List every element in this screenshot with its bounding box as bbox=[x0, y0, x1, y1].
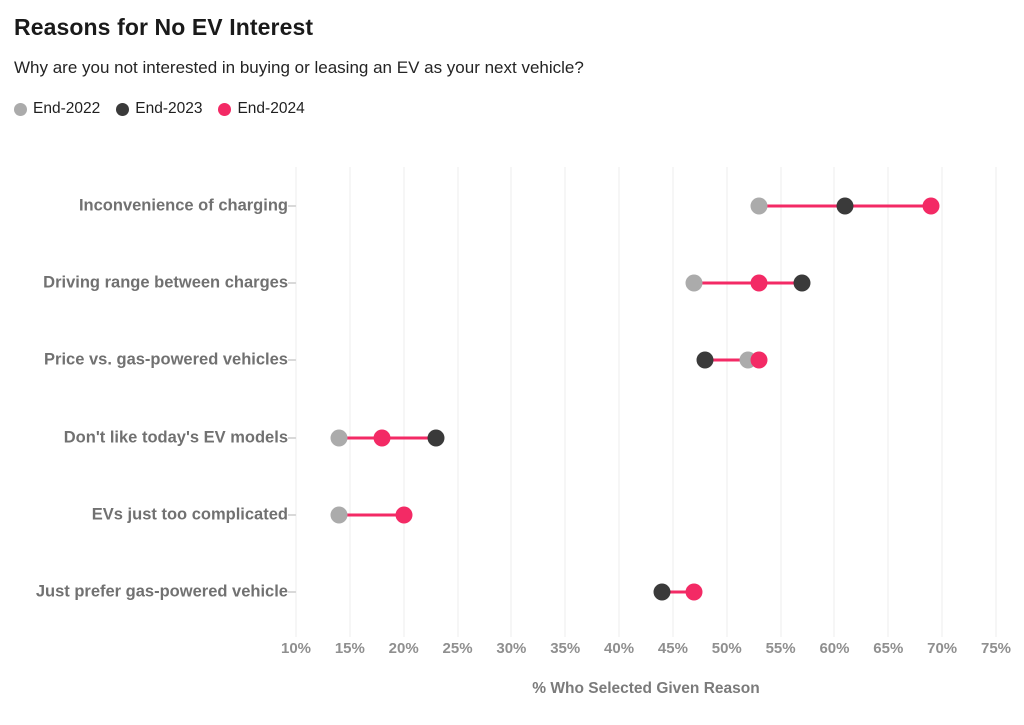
data-dot-end-2024 bbox=[685, 583, 703, 601]
data-dot-end-2022 bbox=[750, 197, 768, 215]
data-dot-end-2024 bbox=[922, 197, 940, 215]
x-tick-label: 45% bbox=[657, 640, 688, 657]
data-dot-end-2024 bbox=[750, 274, 768, 292]
legend-label: End-2023 bbox=[135, 100, 203, 117]
x-tick-label: 25% bbox=[442, 640, 473, 657]
gridline bbox=[510, 167, 512, 637]
legend-dot-icon bbox=[116, 102, 130, 116]
chart-subtitle: Why are you not interested in buying or … bbox=[14, 58, 584, 77]
category-tick bbox=[288, 514, 296, 516]
category-label: Inconvenience of charging bbox=[78, 196, 288, 215]
data-dot-end-2023 bbox=[427, 429, 445, 447]
legend-item-end-2023: End-2023 bbox=[116, 100, 202, 118]
x-axis-title: % Who Selected Given Reason bbox=[532, 680, 760, 697]
data-dot-end-2023 bbox=[793, 274, 811, 292]
category-tick bbox=[288, 591, 296, 594]
category-tick bbox=[288, 204, 296, 207]
legend-dot-icon bbox=[218, 102, 232, 116]
gridline bbox=[349, 167, 351, 637]
category-tick bbox=[288, 436, 296, 439]
category-label: Driving range between charges bbox=[43, 273, 288, 292]
legend: End-2022 End-2023 End-2024 bbox=[14, 100, 305, 118]
x-tick-label: 70% bbox=[927, 640, 958, 657]
gridline bbox=[295, 167, 297, 637]
connector-line bbox=[694, 281, 803, 285]
category-label: EVs just too complicated bbox=[91, 505, 288, 524]
legend-item-end-2024: End-2024 bbox=[218, 100, 305, 118]
x-tick-label: 15% bbox=[334, 640, 365, 657]
gridline bbox=[672, 167, 674, 637]
data-dot-end-2024 bbox=[373, 429, 391, 447]
connector-line bbox=[705, 358, 760, 362]
category-label: Just prefer gas-powered vehicle bbox=[35, 582, 288, 601]
x-tick-label: 40% bbox=[604, 640, 635, 657]
x-tick-label: 55% bbox=[765, 640, 796, 657]
data-dot-end-2023 bbox=[653, 583, 671, 601]
gridline bbox=[887, 167, 889, 637]
data-dot-end-2024 bbox=[750, 351, 768, 369]
gridline bbox=[403, 167, 405, 637]
gridline bbox=[726, 167, 728, 637]
x-tick-label: 60% bbox=[819, 640, 850, 657]
gridline bbox=[941, 167, 943, 637]
x-tick-label: 20% bbox=[388, 640, 419, 657]
x-tick-label: 50% bbox=[711, 640, 742, 657]
data-dot-end-2022 bbox=[330, 506, 348, 524]
connector-line bbox=[339, 513, 404, 517]
plot-area bbox=[288, 167, 997, 637]
x-tick-label: 65% bbox=[873, 640, 904, 657]
data-dot-end-2022 bbox=[330, 429, 348, 447]
category-tick bbox=[288, 282, 296, 284]
data-dot-end-2023 bbox=[836, 197, 854, 215]
x-tick-label: 30% bbox=[496, 640, 527, 657]
category-label: Price vs. gas-powered vehicles bbox=[44, 350, 288, 369]
x-tick-label: 35% bbox=[550, 640, 581, 657]
legend-label: End-2024 bbox=[237, 100, 305, 117]
legend-label: End-2022 bbox=[33, 100, 101, 117]
category-label: Don't like today's EV models bbox=[63, 428, 288, 447]
gridline bbox=[618, 167, 620, 637]
chart-title: Reasons for No EV Interest bbox=[14, 14, 314, 40]
data-dot-end-2022 bbox=[685, 274, 703, 292]
x-tick-label: 75% bbox=[980, 640, 1012, 657]
gridline bbox=[995, 167, 997, 637]
category-axis: Inconvenience of charging Driving range b… bbox=[0, 167, 288, 631]
gridline bbox=[780, 167, 782, 637]
x-axis-ticks: 10% 15% 20% 25% 30% 35% 40% 45% 50% 55% 60% 65% 70% 7… bbox=[281, 640, 1011, 662]
x-tick-label: 10% bbox=[280, 640, 312, 657]
data-dot-end-2023 bbox=[696, 351, 714, 369]
gridline bbox=[564, 167, 566, 637]
data-dot-end-2024 bbox=[395, 506, 413, 524]
gridline bbox=[833, 167, 835, 637]
connector-line bbox=[662, 590, 695, 594]
gridline bbox=[457, 167, 459, 637]
category-tick bbox=[288, 359, 296, 362]
legend-dot-icon bbox=[14, 102, 27, 116]
legend-item-end-2022: End-2022 bbox=[14, 100, 100, 118]
